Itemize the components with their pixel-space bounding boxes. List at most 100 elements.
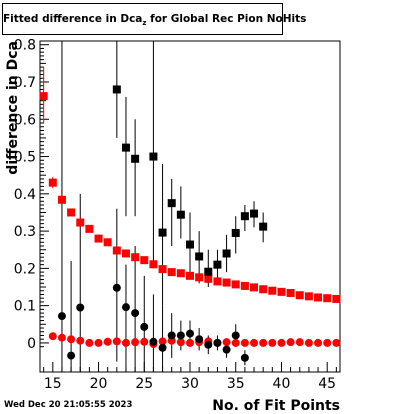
data-point-circle xyxy=(76,336,85,345)
data-point-square xyxy=(176,269,185,278)
data-point-square xyxy=(48,178,57,187)
x-tick-label: 25 xyxy=(135,376,153,392)
data-point-square xyxy=(268,286,277,295)
data-point-square xyxy=(213,277,222,286)
data-point-circle xyxy=(231,338,240,347)
data-point-circle xyxy=(131,338,140,347)
data-point-circle xyxy=(140,337,149,346)
data-point-square xyxy=(39,92,48,101)
data-point-circle xyxy=(240,353,249,362)
data-point-square xyxy=(231,228,240,237)
data-point-square xyxy=(250,209,259,218)
x-tick-label: 20 xyxy=(90,376,108,392)
data-point-circle xyxy=(121,338,130,347)
data-point-circle xyxy=(286,338,295,347)
data-point-circle xyxy=(140,322,149,331)
data-point-square xyxy=(149,152,158,161)
data-point-square xyxy=(186,271,194,280)
timestamp: Wed Dec 20 21:05:55 2023 xyxy=(4,400,133,410)
data-point-circle xyxy=(186,329,194,338)
x-axis-title: No. of Fit Points xyxy=(212,398,340,414)
data-point-square xyxy=(186,240,194,249)
x-tick-label: 30 xyxy=(181,376,199,392)
data-point-square xyxy=(204,274,213,283)
data-point-square xyxy=(259,285,268,294)
data-point-circle xyxy=(103,337,112,346)
data-point-circle xyxy=(268,338,277,347)
data-point-square xyxy=(85,224,94,233)
data-point-square xyxy=(204,267,213,276)
data-point-square xyxy=(149,260,158,269)
data-point-square xyxy=(195,273,204,282)
data-point-square xyxy=(112,246,121,255)
data-point-square xyxy=(94,234,103,243)
data-point-circle xyxy=(304,338,313,347)
data-point-square xyxy=(158,228,167,237)
y-axis-title: difference in Dca xyxy=(5,41,21,175)
data-point-square xyxy=(222,249,231,258)
x-tick-label: 45 xyxy=(318,376,336,392)
data-point-square xyxy=(131,253,140,262)
data-point-circle xyxy=(213,338,222,347)
y-tick-label: 0.7 xyxy=(14,75,36,91)
x-tick-label: 40 xyxy=(273,376,291,392)
data-point-square xyxy=(76,218,85,227)
data-point-square xyxy=(314,293,323,302)
data-point-square xyxy=(240,281,249,290)
data-point-circle xyxy=(240,338,249,347)
data-point-square xyxy=(121,249,130,258)
data-point-square xyxy=(323,294,332,303)
data-point-square xyxy=(240,212,249,221)
y-tick-label: 0.2 xyxy=(14,261,36,277)
data-point-square xyxy=(158,265,167,274)
data-point-circle xyxy=(195,335,204,344)
y-tick-label: 0.1 xyxy=(14,299,36,315)
data-point-circle xyxy=(112,283,121,292)
data-point-circle xyxy=(131,309,140,318)
data-point-square xyxy=(167,268,176,277)
data-point-circle xyxy=(277,338,286,347)
data-point-circle xyxy=(112,337,121,346)
y-tick-label: 0.8 xyxy=(14,38,36,54)
data-point-circle xyxy=(57,312,66,321)
data-point-circle xyxy=(94,338,103,347)
data-point-circle xyxy=(167,331,176,340)
data-point-square xyxy=(231,280,240,289)
data-point-circle xyxy=(85,338,94,347)
data-point-square xyxy=(121,143,130,152)
data-point-square xyxy=(140,256,149,265)
data-point-circle xyxy=(57,333,66,342)
data-point-square xyxy=(250,283,259,292)
data-point-square xyxy=(304,292,313,301)
data-point-circle xyxy=(76,303,85,312)
data-point-circle xyxy=(222,345,231,354)
data-point-circle xyxy=(176,338,185,347)
data-point-circle xyxy=(158,343,167,352)
data-point-circle xyxy=(250,338,259,347)
data-point-square xyxy=(259,222,268,231)
data-point-circle xyxy=(259,338,268,347)
y-tick-label: 0.5 xyxy=(14,150,36,166)
data-point-circle xyxy=(158,337,167,346)
data-point-square xyxy=(277,287,286,296)
data-point-circle xyxy=(295,338,304,347)
data-point-square xyxy=(176,210,185,219)
data-point-circle xyxy=(204,340,213,349)
x-tick-label: 15 xyxy=(44,376,62,392)
data-point-square xyxy=(332,294,341,303)
data-point-square xyxy=(67,208,76,217)
data-point-square xyxy=(286,288,295,297)
data-point-circle xyxy=(48,332,57,341)
y-tick-label: 0.4 xyxy=(14,187,36,203)
x-tick-label: 35 xyxy=(227,376,245,392)
data-point-circle xyxy=(176,331,185,340)
y-tick-label: 0 xyxy=(27,336,36,352)
data-point-square xyxy=(167,199,176,208)
data-point-square xyxy=(112,85,121,94)
data-point-circle xyxy=(121,303,130,312)
data-point-square xyxy=(213,260,222,269)
data-point-circle xyxy=(149,337,158,346)
data-point-circle xyxy=(222,338,231,347)
data-point-square xyxy=(195,252,204,261)
